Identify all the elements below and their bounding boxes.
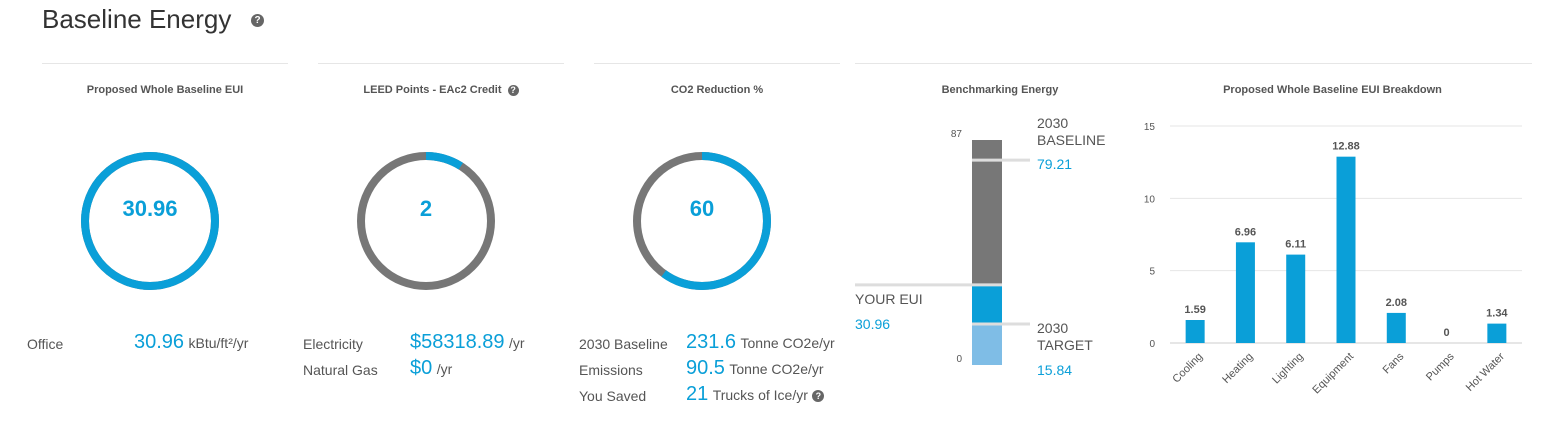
panel-divider xyxy=(594,63,840,64)
panel-divider xyxy=(42,63,288,64)
benchmark-gauge xyxy=(855,140,1030,365)
bar-value-label: 12.88 xyxy=(1332,141,1360,153)
bar[interactable] xyxy=(1235,242,1255,343)
x-tick-label: Heating xyxy=(1220,351,1255,386)
target-value: 15.84 xyxy=(1037,362,1073,378)
bar[interactable] xyxy=(1336,156,1356,343)
bar-value-label: 0 xyxy=(1444,327,1450,339)
value: $0 xyxy=(410,357,433,379)
value: 231.6 xyxy=(686,331,737,353)
y-tick-label: 10 xyxy=(1144,194,1156,205)
panel-title: Proposed Whole Baseline EUI xyxy=(86,84,244,96)
bar[interactable] xyxy=(1386,312,1406,343)
panel-title: CO2 Reduction % xyxy=(670,84,764,96)
target-label: TARGET xyxy=(1037,337,1093,353)
x-tick-label: Lighting xyxy=(1270,351,1306,387)
your-eui-value: 30.96 xyxy=(855,316,891,332)
row-label: Natural Gas xyxy=(303,362,378,378)
unit: kBtu/ft²/yr xyxy=(188,335,249,351)
ring-value: 2 xyxy=(419,196,433,221)
bar[interactable] xyxy=(1185,319,1205,343)
x-tick-label: Cooling xyxy=(1170,351,1205,386)
bar-value-label: 6.11 xyxy=(1285,239,1306,251)
ring-value: 60 xyxy=(689,196,715,221)
value: $58318.89 xyxy=(410,331,505,353)
panel-divider xyxy=(855,63,1532,64)
axis-max: 87 xyxy=(950,129,962,140)
bar-value-label: 6.96 xyxy=(1235,226,1256,238)
panel-title-with-help: LEED Points - EAc2 Credit ? xyxy=(318,84,564,96)
help-icon[interactable]: ? xyxy=(812,389,825,402)
x-tick-label: Equipment xyxy=(1310,351,1356,397)
row-value: 21 Trucks of Ice/yr ? xyxy=(686,383,825,406)
row-label: 2030 Baseline xyxy=(579,336,668,352)
unit: Trucks of Ice/yr xyxy=(712,387,808,403)
y-tick-label: 5 xyxy=(1149,267,1155,278)
row-label: Emissions xyxy=(579,362,643,378)
baseline-label: 2030 xyxy=(1037,115,1069,131)
bar-value-label: 1.34 xyxy=(1486,308,1508,320)
ring-value: 30.96 xyxy=(122,196,178,221)
co2-ring xyxy=(633,152,771,290)
unit: Tonne CO2e/yr xyxy=(729,361,824,377)
bar[interactable] xyxy=(1286,254,1306,343)
help-icon[interactable]: ? xyxy=(251,14,264,27)
x-tick-label: Hot Water xyxy=(1464,350,1507,393)
baseline-value: 79.21 xyxy=(1037,156,1073,172)
y-tick-label: 15 xyxy=(1144,122,1156,133)
baseline-label: BASELINE xyxy=(1037,132,1106,148)
bar-value-label: 1.59 xyxy=(1184,304,1205,316)
unit: Tonne CO2e/yr xyxy=(740,335,835,351)
row-label: Office xyxy=(27,336,64,352)
bar-value-label: 2.08 xyxy=(1386,297,1407,309)
target-label: 2030 xyxy=(1037,320,1069,336)
chart-title: Proposed Whole Baseline EUI Breakdown xyxy=(1223,84,1442,96)
panel-divider xyxy=(318,63,564,64)
help-icon[interactable]: ? xyxy=(507,84,519,96)
unit: /yr xyxy=(436,361,453,377)
row-label: Electricity xyxy=(303,336,363,352)
eui-row-value: 30.96 kBtu/ft²/yr xyxy=(134,331,248,354)
value: 21 xyxy=(686,383,709,405)
row-value: 231.6 Tonne CO2e/yr xyxy=(686,331,835,354)
page-title: Baseline Energy xyxy=(42,4,232,34)
row-value: 90.5 Tonne CO2e/yr xyxy=(686,357,824,380)
bar[interactable] xyxy=(1487,323,1507,343)
y-tick-label: 0 xyxy=(1149,339,1155,350)
row-value: $0 /yr xyxy=(410,357,452,380)
x-tick-label: Pumps xyxy=(1424,350,1457,383)
x-tick-label: Fans xyxy=(1381,350,1407,376)
gauge-target-bar xyxy=(972,324,1002,365)
page-header: Baseline Energy ? xyxy=(42,4,264,35)
eui-ring xyxy=(81,152,219,290)
eui-breakdown-chart: 0 5 10 15 1.59 Cooling 6.96 Heating 6.11 Lighting… xyxy=(1144,122,1522,397)
panel-title: Benchmarking Energy xyxy=(941,84,1059,96)
row-value: $58318.89 /yr xyxy=(410,331,525,354)
unit: /yr xyxy=(509,335,525,351)
axis-min: 0 xyxy=(956,354,962,365)
value: 30.96 xyxy=(134,331,185,353)
panel-title: LEED Points - EAc2 Credit xyxy=(363,84,502,96)
row-label: You Saved xyxy=(579,388,647,404)
your-eui-label: YOUR EUI xyxy=(855,291,923,307)
value: 90.5 xyxy=(686,357,725,379)
leed-ring xyxy=(357,152,495,290)
